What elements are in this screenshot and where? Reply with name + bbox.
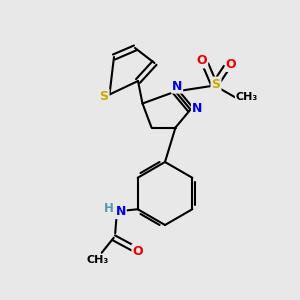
Text: N: N: [192, 101, 202, 115]
Text: CH₃: CH₃: [86, 255, 108, 265]
Text: O: O: [196, 54, 207, 68]
Text: O: O: [132, 245, 143, 258]
Text: N: N: [116, 205, 126, 218]
Text: S: S: [100, 89, 109, 103]
Text: O: O: [226, 58, 236, 71]
Text: CH₃: CH₃: [236, 92, 258, 103]
Text: H: H: [104, 202, 114, 215]
Text: N: N: [172, 80, 182, 93]
Text: S: S: [212, 77, 220, 91]
